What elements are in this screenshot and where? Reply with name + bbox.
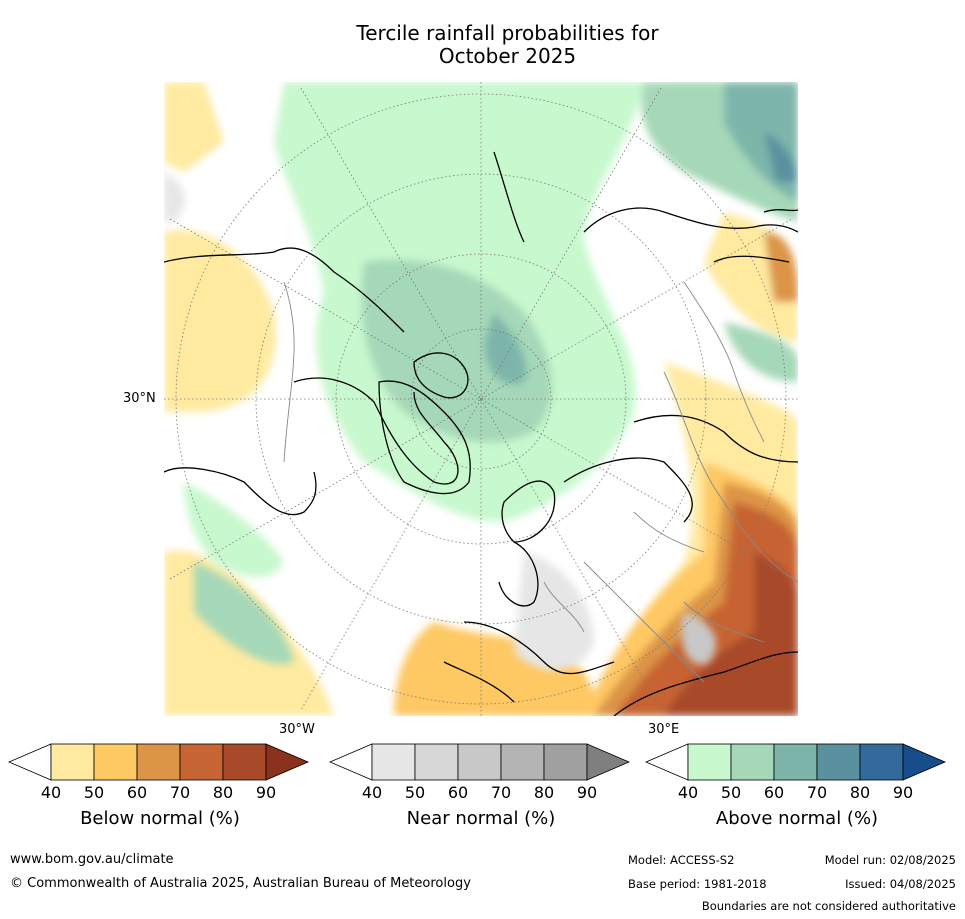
near-colorbar-segment xyxy=(457,743,502,781)
below-colorbar-tick-label: 40 xyxy=(40,783,62,802)
below-colorbar-tick-label: 80 xyxy=(212,783,234,802)
below-colorbar-tick-label: 60 xyxy=(126,783,148,802)
below-colorbar-segment xyxy=(50,743,95,781)
above-normal-regions xyxy=(184,82,798,664)
above-colorbar-tick-label: 90 xyxy=(892,783,914,802)
map-title-line-1: Tercile rainfall probabilities for xyxy=(356,21,659,45)
near-colorbar-upper-extension xyxy=(586,743,631,781)
below-colorbar-lower-extension xyxy=(8,743,52,781)
above-colorbar-tick-label: 70 xyxy=(806,783,828,802)
copyright-text: © Commonwealth of Australia 2025, Austra… xyxy=(10,876,471,891)
above-colorbar-segment xyxy=(859,743,904,781)
longitude-label-east: 30°E xyxy=(648,722,680,737)
above-normal-colorbar xyxy=(645,743,947,781)
near-colorbar-segment xyxy=(414,743,459,781)
above-colorbar-segment xyxy=(816,743,861,781)
below-colorbar-segment xyxy=(222,743,267,781)
issued-date: Issued: 04/08/2025 xyxy=(845,877,956,891)
country-borders xyxy=(283,281,798,683)
above-colorbar-segment xyxy=(773,743,818,781)
below-normal-colorbar xyxy=(8,743,310,781)
above-colorbar-tick-label: 50 xyxy=(720,783,742,802)
near-colorbar-segment xyxy=(543,743,588,781)
website-link[interactable]: www.bom.gov.au/climate xyxy=(10,852,174,867)
probability-map xyxy=(164,82,798,716)
near-colorbar-tick-label: 40 xyxy=(361,783,383,802)
coastlines xyxy=(164,151,798,716)
latitude-label: 30°N xyxy=(123,391,156,406)
above-colorbar-segment xyxy=(730,743,775,781)
below-colorbar-segment xyxy=(136,743,181,781)
longitude-label-west: 30°W xyxy=(279,722,315,737)
near-normal-regions xyxy=(164,172,716,671)
map-title-line-2: October 2025 xyxy=(438,44,577,68)
near-colorbar-tick-label: 70 xyxy=(490,783,512,802)
model-run-date: Model run: 02/08/2025 xyxy=(824,853,956,867)
boundaries-disclaimer: Boundaries are not considered authoritat… xyxy=(701,899,956,913)
near-colorbar-tick-label: 60 xyxy=(447,783,469,802)
above-normal-title: Above normal (%) xyxy=(715,808,879,829)
above-colorbar-tick-label: 40 xyxy=(677,783,699,802)
above-colorbar-tick-label: 80 xyxy=(849,783,871,802)
near-colorbar-lower-extension xyxy=(329,743,373,781)
below-colorbar-upper-extension xyxy=(265,743,310,781)
below-colorbar-segment xyxy=(179,743,224,781)
base-period: Base period: 1981-2018 xyxy=(628,877,767,891)
near-colorbar-tick-label: 90 xyxy=(576,783,598,802)
near-normal-title: Near normal (%) xyxy=(406,808,556,829)
near-colorbar-tick-label: 80 xyxy=(533,783,555,802)
near-colorbar-tick-label: 50 xyxy=(404,783,426,802)
near-colorbar-segment xyxy=(500,743,545,781)
above-colorbar-tick-label: 60 xyxy=(763,783,785,802)
below-colorbar-tick-label: 70 xyxy=(169,783,191,802)
below-normal-title: Below normal (%) xyxy=(80,808,240,829)
above-colorbar-segment xyxy=(687,743,732,781)
near-colorbar-segment xyxy=(371,743,416,781)
above-colorbar-lower-extension xyxy=(645,743,689,781)
below-colorbar-tick-label: 50 xyxy=(83,783,105,802)
below-colorbar-segment xyxy=(93,743,138,781)
below-colorbar-tick-label: 90 xyxy=(255,783,277,802)
above-colorbar-upper-extension xyxy=(902,743,947,781)
model-name: Model: ACCESS-S2 xyxy=(628,853,735,867)
near-normal-colorbar xyxy=(329,743,631,781)
